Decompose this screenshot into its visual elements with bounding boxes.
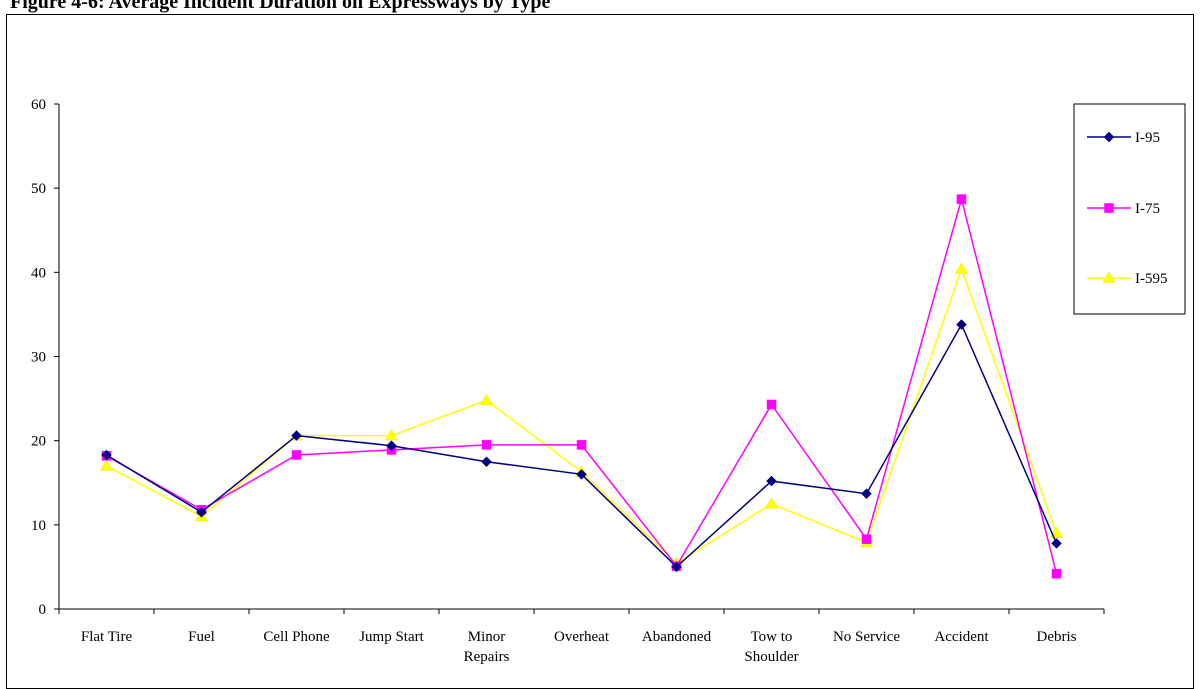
data-point — [861, 488, 872, 500]
data-point — [1051, 568, 1062, 579]
x-tick-label: Minor Repairs — [464, 629, 510, 665]
data-point — [955, 262, 968, 274]
legend-item: I-75 — [1087, 201, 1160, 217]
data-point — [100, 459, 113, 471]
x-tick-label: Abandoned — [642, 629, 712, 645]
x-tick-label: Jump Start — [359, 629, 424, 645]
data-point — [765, 497, 778, 509]
legend-item: I-95 — [1087, 130, 1160, 146]
legend-label: I-595 — [1135, 271, 1168, 287]
x-tick-label: Overheat — [554, 629, 610, 645]
legend-marker — [1104, 203, 1114, 213]
data-point — [480, 393, 493, 406]
data-point — [766, 475, 777, 487]
data-point — [291, 430, 302, 441]
data-point — [766, 399, 777, 410]
legend-label: I-75 — [1135, 201, 1160, 217]
series-i-95 — [101, 319, 1062, 573]
data-point — [196, 506, 207, 518]
data-point — [385, 429, 398, 441]
y-tick-label: 0 — [39, 602, 47, 618]
data-point — [576, 440, 587, 450]
legend-box — [1073, 103, 1186, 315]
x-tick-label: Flat Tire — [81, 629, 133, 645]
y-tick-label: 20 — [31, 434, 46, 450]
y-tick-label: 30 — [31, 350, 46, 366]
x-tick-label: Tow to Shoulder — [744, 629, 798, 665]
x-tick-label: No Service — [833, 629, 900, 645]
data-point — [671, 561, 682, 573]
data-point — [291, 450, 302, 460]
x-tick-label: Cell Phone — [263, 629, 330, 645]
x-tick-label: Debris — [1037, 629, 1077, 645]
chart-axes: 0 10 20 30 40 50 60 Flat Tire Fuel Cell Phone Jump… — [31, 97, 1105, 665]
y-tick-label: 60 — [31, 97, 46, 113]
data-point — [956, 194, 967, 204]
chart-title: Figure 4-6: Average Incident Duration on… — [10, 0, 551, 13]
series-i-595 — [100, 262, 1063, 569]
data-point — [576, 468, 587, 480]
data-point — [101, 449, 112, 461]
data-point — [861, 534, 872, 544]
chart-frame — [6, 14, 1194, 689]
x-tick-label: Fuel — [188, 629, 215, 645]
series-line — [106, 266, 1058, 565]
data-point — [481, 456, 492, 468]
data-point — [1051, 537, 1062, 549]
legend-marker — [1102, 271, 1116, 283]
y-tick-label: 50 — [31, 181, 46, 197]
legend-label: I-95 — [1135, 130, 1160, 146]
series-layer — [100, 194, 1063, 579]
series-i-75 — [101, 194, 1062, 579]
series-line — [106, 196, 1058, 574]
data-point — [956, 319, 967, 330]
legend-marker — [1103, 131, 1115, 143]
chart-legend: I-95 I-75 I-595 — [1073, 103, 1186, 315]
y-tick-label: 40 — [31, 265, 46, 281]
data-point — [386, 440, 397, 452]
data-point — [481, 440, 492, 450]
legend-item: I-595 — [1087, 271, 1168, 287]
x-tick-label: Accident — [934, 629, 989, 645]
y-tick-label: 10 — [31, 518, 46, 534]
